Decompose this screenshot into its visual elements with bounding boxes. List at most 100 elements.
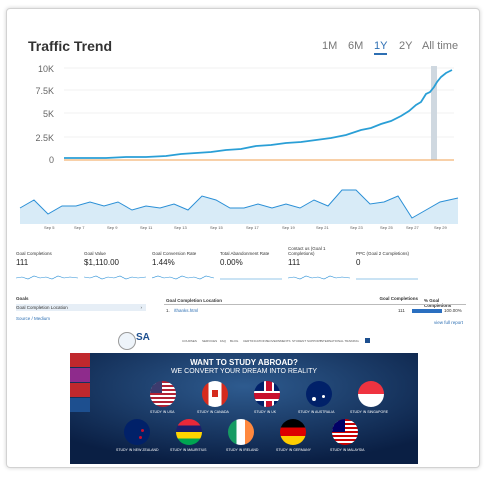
- x-tick: Sep 9: [107, 225, 118, 230]
- metric-sparkline: [287, 275, 351, 280]
- goal-completions-line: [19, 189, 459, 219]
- row-index: 1.: [166, 308, 170, 313]
- range-1m[interactable]: 1M: [322, 40, 338, 52]
- x-tick: Sep 15: [210, 225, 223, 230]
- nav-item-governments[interactable]: GOVERNMENTS: [267, 339, 291, 343]
- x-tick: Sep 5: [44, 225, 55, 230]
- view-full-report-link[interactable]: view full report: [434, 320, 464, 325]
- nav-item-courses[interactable]: COURSES: [182, 339, 197, 343]
- range-1y[interactable]: 1Y: [374, 40, 388, 55]
- badge[interactable]: [70, 383, 90, 397]
- metric-label: Goal Value: [84, 251, 106, 256]
- singapore-flag-icon[interactable]: [358, 381, 384, 407]
- new-zealand-flag-icon[interactable]: [124, 419, 150, 445]
- hero-subtitle: WE CONVERT YOUR DREAM INTO REALITY: [170, 368, 318, 375]
- malaysia-flag-icon[interactable]: [332, 419, 358, 445]
- metric-label: Total Abandonment Rate: [220, 251, 270, 256]
- badge[interactable]: [70, 353, 90, 367]
- metric-sparkline: [220, 278, 282, 280]
- hero-title: WANT TO STUDY ABROAD?: [190, 358, 298, 367]
- range-6m[interactable]: 6M: [348, 40, 364, 52]
- metric-total-abandonment-rate[interactable]: Total Abandonment Rate 0.00%: [220, 251, 284, 281]
- analytics-goals-panel: Sep 5 Sep 7 Sep 9 Sep 11 Sep 13 Sep 15 S…: [14, 166, 466, 326]
- nav-item-certifications[interactable]: CERTIFICATIONS: [243, 339, 268, 343]
- metric-goal-completions[interactable]: Goal Completions 111: [15, 251, 80, 281]
- side-badges: [70, 353, 90, 417]
- user-icon[interactable]: [365, 338, 370, 343]
- row-goal-completions: 111: [398, 308, 405, 313]
- x-tick: Sep 25: [380, 225, 393, 230]
- goal-location-label: Goal Completion Location: [16, 305, 68, 310]
- metric-goal-value[interactable]: Goal Value $1,110.00: [83, 251, 148, 281]
- metric-label: Contact us (Goal 1 Completions): [288, 246, 326, 256]
- x-tick: Sep 21: [316, 225, 329, 230]
- y-tick-2-5k: 2.5K: [35, 133, 54, 143]
- metric-value: 0: [356, 258, 361, 267]
- metric-contact-us-completions[interactable]: Contact us (Goal 1 Completions) 111: [287, 246, 352, 280]
- site-logo-emblem: [118, 332, 136, 350]
- x-tick: Sep 11: [140, 225, 153, 230]
- percentage-bar: [412, 309, 442, 313]
- site-logo-text: SA: [136, 332, 150, 343]
- mauritius-flag-icon[interactable]: [176, 419, 202, 445]
- traffic-trend-panel: Traffic Trend 1M 6M 1Y 2Y All time 10K 7…: [16, 22, 466, 166]
- nav-item-services[interactable]: SERVICES: [202, 339, 218, 343]
- nav-item-student-support[interactable]: STUDENT SUPPORT: [292, 339, 322, 343]
- study-in-germany-label[interactable]: STUDY IN GERMANY: [276, 448, 311, 452]
- metric-value: 1.44%: [152, 258, 175, 267]
- study-in-new-zealand-label[interactable]: STUDY IN NEW ZEALAND: [116, 448, 159, 452]
- metric-goal-conversion-rate[interactable]: Goal Conversion Rate 1.44%: [151, 251, 216, 281]
- row-path-link[interactable]: /thanks.html: [174, 308, 199, 313]
- hero-banner: WANT TO STUDY ABROAD? WE CONVERT YOUR DR…: [70, 353, 418, 464]
- row-pct: 100.00%: [444, 308, 462, 313]
- study-in-canada-label[interactable]: STUDY IN CANADA: [197, 410, 229, 414]
- y-tick-0: 0: [48, 155, 54, 165]
- study-in-ireland-label[interactable]: STUDY IN IRELAND: [226, 448, 259, 452]
- nav-item-blog[interactable]: BLOG: [230, 339, 239, 343]
- website-preview: SA COURSES SERVICES FAQ BLOG CERTIFICATI…: [70, 330, 418, 464]
- metric-value: 0.00%: [220, 258, 243, 267]
- divider: [164, 304, 466, 305]
- ireland-flag-icon[interactable]: [228, 419, 254, 445]
- metric-sparkline: [15, 275, 79, 280]
- metric-value: 111: [16, 258, 29, 267]
- study-in-australia-label[interactable]: STUDY IN AUSTRALIA: [298, 410, 335, 414]
- col-pct-goal-completions: % Goal Completions: [424, 298, 452, 308]
- study-in-uk-label[interactable]: STUDY IN UK: [254, 410, 277, 414]
- traffic-trend-title: Traffic Trend: [28, 38, 113, 54]
- metric-sparkline: [83, 275, 147, 280]
- metric-sparkline: [356, 278, 418, 280]
- nav-item-international-training[interactable]: INTERNATIONAL TRAINING: [320, 339, 359, 343]
- study-in-mauritius-label[interactable]: STUDY IN MAURITIUS: [170, 448, 207, 452]
- source-medium-link[interactable]: Source / Medium: [16, 316, 51, 321]
- germany-flag-icon[interactable]: [280, 419, 306, 445]
- metric-sparkline: [151, 275, 215, 280]
- x-tick: Sep 27: [406, 225, 419, 230]
- traffic-line-series: [64, 69, 453, 159]
- traffic-trend-chart: [64, 66, 454, 161]
- x-tick: Sep 17: [246, 225, 259, 230]
- study-in-singapore-label[interactable]: STUDY IN SINGAPORE: [350, 410, 389, 414]
- x-tick: Sep 7: [74, 225, 85, 230]
- uk-flag-icon[interactable]: [254, 381, 280, 407]
- study-in-usa-label[interactable]: STUDY IN USA: [150, 410, 175, 414]
- metric-label: Goal Completions: [16, 251, 52, 256]
- metric-label: PPC (Goal 2 Completions): [356, 251, 410, 256]
- study-in-malaysia-label[interactable]: STUDY IN MALAYSIA: [330, 448, 365, 452]
- usa-flag-icon[interactable]: [150, 381, 176, 407]
- badge[interactable]: [70, 368, 90, 382]
- badge[interactable]: [70, 398, 90, 412]
- goal-completion-location-tab[interactable]: Goal Completion Location ›: [16, 304, 146, 311]
- metric-ppc-completions[interactable]: PPC (Goal 2 Completions) 0: [356, 251, 426, 281]
- range-all-time[interactable]: All time: [422, 40, 459, 52]
- x-tick: Sep 23: [350, 225, 363, 230]
- nav-item-faq[interactable]: FAQ: [220, 339, 227, 343]
- australia-flag-icon[interactable]: [306, 381, 332, 407]
- metric-label: Goal Conversion Rate: [152, 251, 197, 256]
- canada-flag-icon[interactable]: [202, 381, 228, 407]
- highlight-band: [431, 66, 437, 160]
- x-tick: Sep 19: [282, 225, 295, 230]
- col-location: Goal Completion Location: [166, 298, 222, 303]
- col-goal-completions: Goal Completions: [379, 296, 418, 301]
- range-2y[interactable]: 2Y: [399, 40, 413, 52]
